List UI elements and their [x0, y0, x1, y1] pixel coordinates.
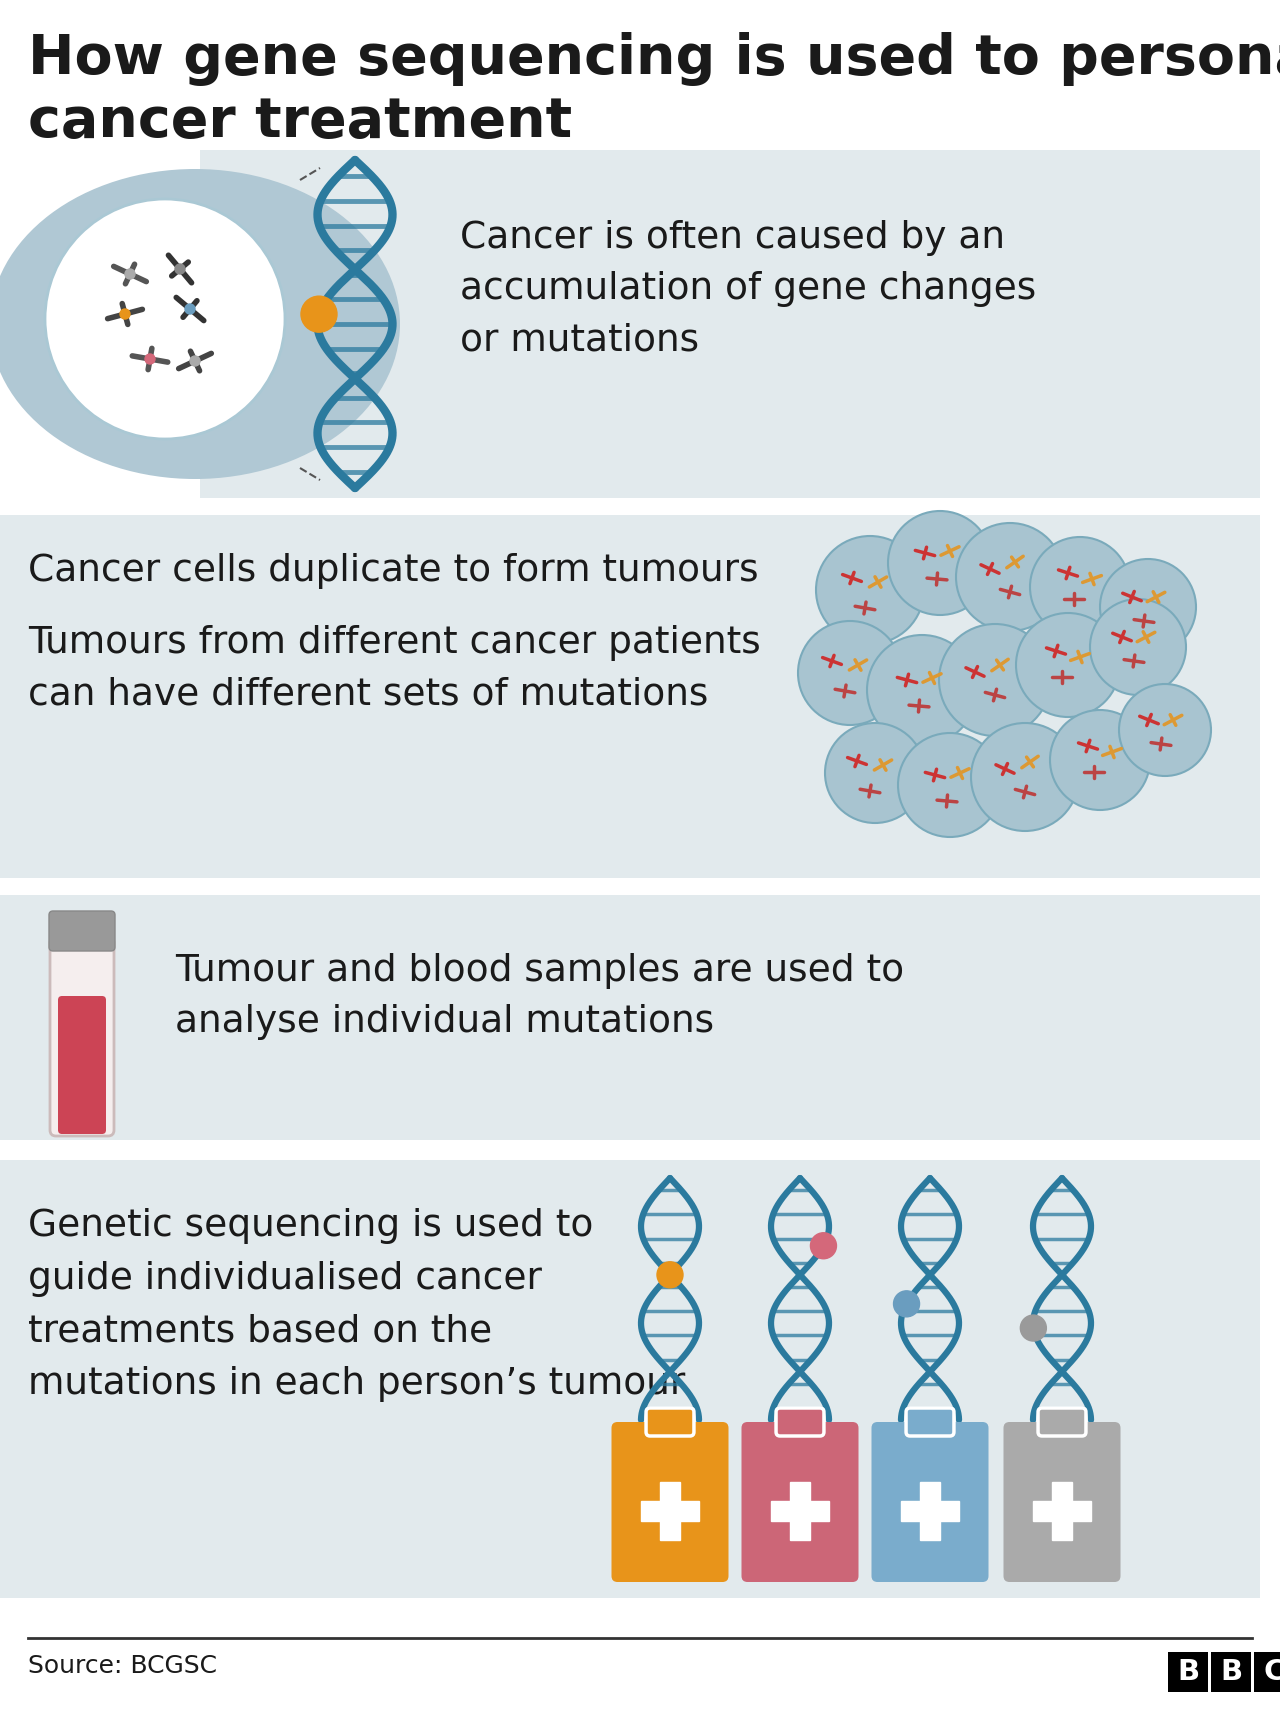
Bar [660, 1483, 680, 1539]
Text: B: B [1176, 1658, 1199, 1686]
Circle shape [826, 722, 925, 822]
Bar [0, 1159, 1260, 1598]
FancyBboxPatch shape [776, 1409, 824, 1436]
Circle shape [1030, 537, 1130, 636]
Circle shape [1016, 612, 1120, 717]
Circle shape [45, 200, 285, 439]
Text: Cancer is often caused by an
accumulation of gene changes
or mutations: Cancer is often caused by an accumulatio… [460, 220, 1037, 359]
Circle shape [899, 733, 1002, 838]
Bar [1169, 1651, 1208, 1692]
Circle shape [301, 296, 337, 332]
Circle shape [797, 621, 902, 726]
FancyBboxPatch shape [58, 996, 106, 1133]
Circle shape [1020, 1316, 1046, 1342]
Bar [641, 1502, 699, 1520]
FancyBboxPatch shape [646, 1409, 694, 1436]
Circle shape [893, 1290, 919, 1318]
Bar [1254, 1651, 1280, 1692]
Circle shape [1091, 599, 1187, 695]
Text: Tumour and blood samples are used to
analyse individual mutations: Tumour and blood samples are used to ana… [175, 953, 904, 1041]
FancyBboxPatch shape [612, 1422, 728, 1582]
Circle shape [186, 304, 195, 315]
Circle shape [1050, 710, 1149, 810]
Text: Tumours from different cancer patients
can have different sets of mutations: Tumours from different cancer patients c… [28, 624, 760, 712]
Bar [771, 1502, 829, 1520]
Text: Genetic sequencing is used to
guide individualised cancer
treatments based on th: Genetic sequencing is used to guide indi… [28, 1207, 685, 1402]
Text: Cancer cells duplicate to form tumours: Cancer cells duplicate to form tumours [28, 554, 759, 588]
Circle shape [888, 511, 992, 616]
Text: B: B [1220, 1658, 1242, 1686]
Text: Source: BCGSC: Source: BCGSC [28, 1655, 218, 1679]
Text: C: C [1263, 1658, 1280, 1686]
Circle shape [1119, 685, 1211, 776]
FancyBboxPatch shape [50, 937, 114, 1135]
Bar [901, 1502, 959, 1520]
FancyBboxPatch shape [1038, 1409, 1085, 1436]
Circle shape [956, 523, 1064, 631]
Circle shape [867, 635, 977, 745]
Circle shape [817, 537, 924, 643]
Bar [200, 150, 1260, 499]
Circle shape [657, 1262, 684, 1288]
Circle shape [145, 354, 155, 365]
Bar [0, 894, 1260, 1140]
FancyBboxPatch shape [1004, 1422, 1120, 1582]
Bar [920, 1483, 940, 1539]
FancyBboxPatch shape [49, 912, 115, 951]
Bar [0, 514, 1260, 877]
Circle shape [940, 624, 1051, 736]
FancyBboxPatch shape [872, 1422, 988, 1582]
FancyBboxPatch shape [906, 1409, 954, 1436]
Circle shape [1100, 559, 1196, 655]
Circle shape [810, 1233, 836, 1259]
Circle shape [972, 722, 1079, 831]
Bar [1211, 1651, 1251, 1692]
Text: cancer treatment: cancer treatment [28, 95, 572, 150]
Circle shape [120, 310, 131, 318]
Bar [1033, 1502, 1091, 1520]
FancyBboxPatch shape [741, 1422, 859, 1582]
Ellipse shape [0, 169, 399, 478]
Bar [790, 1483, 810, 1539]
Circle shape [125, 268, 134, 279]
Text: How gene sequencing is used to personalise: How gene sequencing is used to personali… [28, 33, 1280, 86]
Circle shape [175, 263, 186, 273]
Circle shape [189, 356, 200, 366]
Bar [1052, 1483, 1071, 1539]
